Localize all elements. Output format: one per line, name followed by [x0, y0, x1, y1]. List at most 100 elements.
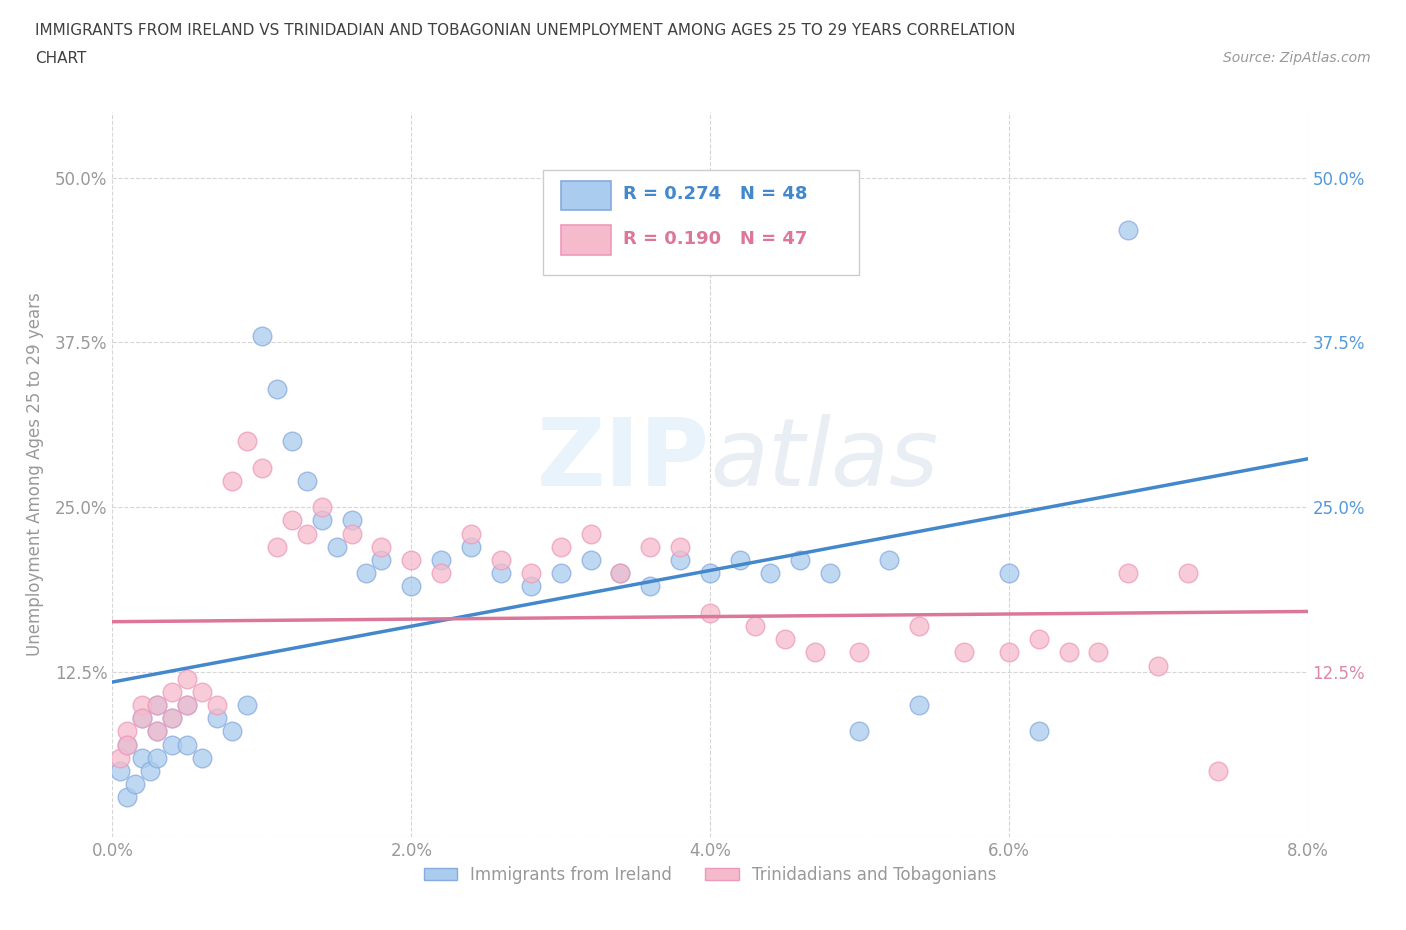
Point — [803, 644, 825, 659]
Point — [250, 460, 273, 475]
Point — [401, 552, 423, 567]
Point — [430, 565, 453, 580]
Point — [117, 737, 139, 752]
Point — [311, 513, 333, 528]
Point — [520, 579, 543, 594]
Point — [176, 671, 198, 686]
Point — [640, 579, 662, 594]
Point — [139, 764, 162, 778]
Point — [1118, 223, 1140, 238]
Point — [609, 565, 631, 580]
Point — [744, 618, 766, 633]
Point — [1087, 644, 1109, 659]
FancyBboxPatch shape — [561, 225, 610, 255]
Point — [191, 684, 214, 699]
Point — [579, 552, 602, 567]
Point — [266, 381, 288, 396]
Point — [789, 552, 811, 567]
Point — [124, 777, 146, 791]
Text: atlas: atlas — [710, 414, 938, 505]
Point — [162, 711, 183, 725]
Point — [162, 737, 183, 752]
Text: R = 0.190   N = 47: R = 0.190 N = 47 — [623, 230, 807, 247]
Point — [699, 565, 721, 580]
Point — [117, 724, 139, 739]
Point — [520, 565, 543, 580]
Point — [579, 526, 602, 541]
Point — [162, 684, 183, 699]
Point — [281, 513, 304, 528]
Point — [370, 539, 392, 554]
Point — [131, 698, 153, 712]
Point — [998, 565, 1021, 580]
Point — [250, 328, 273, 343]
Text: ZIP: ZIP — [537, 414, 710, 506]
Point — [550, 565, 572, 580]
Point — [728, 552, 751, 567]
Point — [669, 539, 692, 554]
Point — [759, 565, 782, 580]
Point — [295, 473, 318, 488]
Point — [205, 698, 228, 712]
Point — [146, 698, 169, 712]
Point — [146, 698, 169, 712]
Point — [311, 499, 333, 514]
Text: CHART: CHART — [35, 51, 87, 66]
Point — [1206, 764, 1229, 778]
Point — [669, 552, 692, 567]
Point — [131, 711, 153, 725]
Point — [325, 539, 347, 554]
Point — [221, 473, 243, 488]
Legend: Immigrants from Ireland, Trinidadians and Tobagonians: Immigrants from Ireland, Trinidadians an… — [418, 859, 1002, 890]
Point — [108, 764, 131, 778]
Text: IMMIGRANTS FROM IRELAND VS TRINIDADIAN AND TOBAGONIAN UNEMPLOYMENT AMONG AGES 25: IMMIGRANTS FROM IRELAND VS TRINIDADIAN A… — [35, 23, 1015, 38]
Point — [281, 434, 304, 449]
Point — [953, 644, 976, 659]
Point — [236, 434, 259, 449]
Point — [162, 711, 183, 725]
FancyBboxPatch shape — [561, 180, 610, 209]
Point — [908, 618, 931, 633]
Point — [356, 565, 378, 580]
Point — [489, 552, 512, 567]
Point — [1147, 658, 1170, 673]
Y-axis label: Unemployment Among Ages 25 to 29 years: Unemployment Among Ages 25 to 29 years — [25, 292, 44, 657]
Point — [117, 790, 139, 804]
Point — [1028, 724, 1050, 739]
Point — [131, 751, 153, 765]
Point — [640, 539, 662, 554]
FancyBboxPatch shape — [543, 169, 859, 275]
Point — [146, 724, 169, 739]
Point — [295, 526, 318, 541]
Point — [176, 698, 198, 712]
Point — [609, 565, 631, 580]
Point — [221, 724, 243, 739]
Point — [236, 698, 259, 712]
Point — [460, 526, 482, 541]
Point — [146, 751, 169, 765]
Point — [877, 552, 901, 567]
Point — [108, 751, 131, 765]
Point — [146, 724, 169, 739]
Text: R = 0.274   N = 48: R = 0.274 N = 48 — [623, 184, 807, 203]
Point — [1177, 565, 1199, 580]
Text: Source: ZipAtlas.com: Source: ZipAtlas.com — [1223, 51, 1371, 65]
Point — [908, 698, 931, 712]
Point — [340, 526, 363, 541]
Point — [460, 539, 482, 554]
Point — [205, 711, 228, 725]
Point — [131, 711, 153, 725]
Point — [340, 513, 363, 528]
Point — [773, 631, 796, 646]
Point — [818, 565, 841, 580]
Point — [699, 605, 721, 620]
Point — [401, 579, 423, 594]
Point — [550, 539, 572, 554]
Point — [176, 737, 198, 752]
Point — [1028, 631, 1050, 646]
Point — [848, 724, 870, 739]
Point — [1057, 644, 1080, 659]
Point — [117, 737, 139, 752]
Point — [998, 644, 1021, 659]
Point — [370, 552, 392, 567]
